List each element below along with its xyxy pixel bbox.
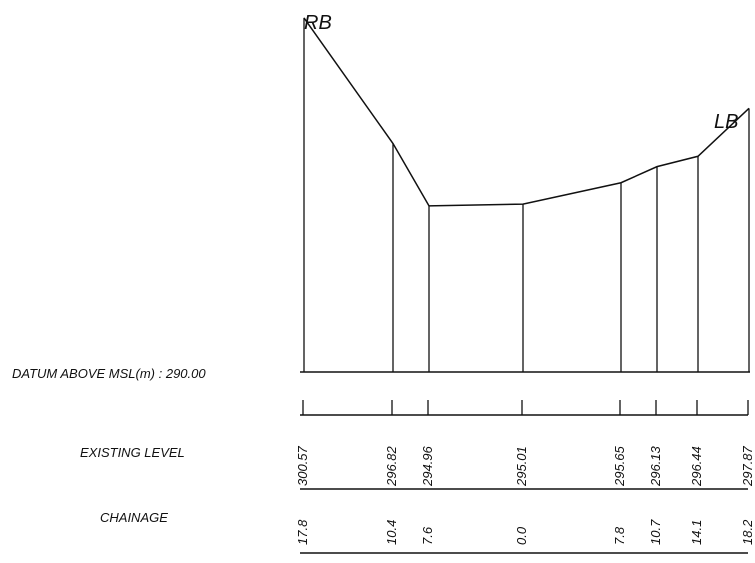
existing-level-value: 296.44: [689, 446, 704, 487]
chainage-value: 7.8: [612, 526, 627, 545]
existing-level-label: EXISTING LEVEL: [80, 445, 185, 460]
chainage-values: 17.8 10.4 7.6 0.0 7.8 10.7 14.1 18.2: [295, 519, 755, 545]
existing-level-value: 300.57: [295, 445, 310, 486]
ground-profile-line: [303, 17, 750, 207]
left-bank-label: LB: [714, 111, 738, 133]
station-lines: [303, 17, 750, 372]
existing-level-values: 300.57 296.82 294.96 295.01 295.65 296.13 296.…: [295, 445, 755, 487]
existing-level-value: 295.01: [514, 446, 529, 487]
chainage-value: 18.2: [740, 519, 755, 545]
existing-level-value: 296.13: [648, 445, 663, 487]
chainage-value: 10.4: [384, 520, 399, 545]
existing-level-value: 296.82: [384, 445, 399, 487]
chainage-value: 10.7: [648, 519, 663, 545]
existing-level-value: 297.87: [740, 445, 755, 487]
chainage-value: 7.6: [420, 526, 435, 545]
chainage-value: 17.8: [295, 519, 310, 545]
chainage-value: 14.1: [689, 520, 704, 545]
chainage-value: 0.0: [514, 526, 529, 545]
chainage-label: CHAINAGE: [100, 510, 168, 525]
station-ticks: [302, 400, 749, 415]
existing-level-value: 295.65: [612, 445, 627, 487]
ground-profile: [303, 17, 750, 207]
datum-label: DATUM ABOVE MSL(m) : 290.00: [12, 366, 206, 381]
existing-level-value: 294.96: [420, 445, 435, 487]
